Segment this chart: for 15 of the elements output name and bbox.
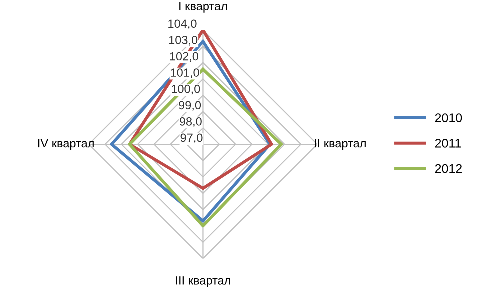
spoke-label: I квартал — [180, 2, 228, 13]
spoke-label: IV квартал — [38, 139, 94, 150]
legend-label: 2010 — [435, 114, 462, 122]
y-tick-label: 101,0 — [171, 68, 200, 78]
legend-label: 2011 — [435, 139, 462, 148]
legend-label: 2012 — [435, 164, 462, 174]
y-tick-label: 97,0 — [180, 134, 203, 144]
y-tick-label: 102,0 — [170, 52, 198, 62]
y-tick-label: 98,0 — [180, 118, 202, 128]
y-tick-label: 100,0 — [172, 84, 200, 95]
y-tick-label: 99,0 — [179, 101, 202, 111]
spoke-label: III квартал — [176, 276, 230, 288]
y-tick-label: 104,0 — [168, 20, 197, 30]
spoke-label: II квартал — [315, 139, 366, 150]
y-tick-label: 103,0 — [169, 36, 198, 46]
